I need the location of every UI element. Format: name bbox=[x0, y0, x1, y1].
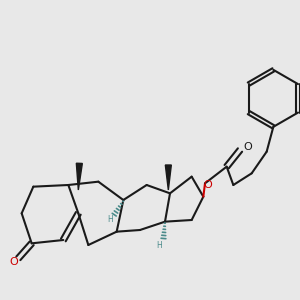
Polygon shape bbox=[165, 165, 171, 190]
Polygon shape bbox=[76, 163, 82, 190]
Text: H: H bbox=[107, 215, 113, 224]
Text: O: O bbox=[243, 142, 252, 152]
Text: H: H bbox=[157, 241, 162, 250]
Text: O: O bbox=[203, 180, 212, 190]
Text: O: O bbox=[10, 257, 18, 267]
